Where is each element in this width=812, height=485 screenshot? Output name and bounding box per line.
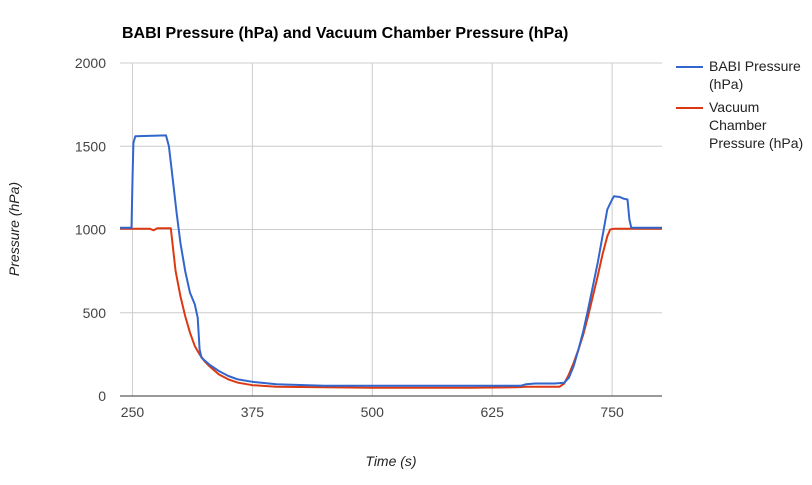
x-tick-label: 500 bbox=[361, 404, 385, 420]
legend-label-0: BABI Pressure bbox=[709, 58, 801, 74]
x-axis-label: Time (s) bbox=[365, 453, 416, 469]
y-tick-label: 500 bbox=[83, 305, 107, 321]
series-line-0 bbox=[120, 134, 662, 387]
legend: BABI Pressure (hPa) Vacuum Chamber Pressure … bbox=[676, 58, 803, 151]
y-tick-label: 1000 bbox=[75, 222, 106, 238]
y-axis-ticks: 0 500 1000 1500 2000 bbox=[75, 55, 106, 404]
legend-label-1: Pressure (hPa) bbox=[709, 135, 803, 151]
legend-label-1: Chamber bbox=[709, 117, 767, 133]
gridlines bbox=[120, 62, 662, 396]
series-line-1 bbox=[120, 227, 662, 389]
chart-title: BABI Pressure (hPa) and Vacuum Chamber P… bbox=[122, 25, 568, 42]
y-tick-label: 2000 bbox=[75, 55, 106, 71]
x-tick-label: 625 bbox=[481, 404, 505, 420]
y-tick-label: 0 bbox=[98, 388, 106, 404]
legend-label-1: Vacuum bbox=[709, 99, 759, 115]
x-tick-label: 375 bbox=[241, 404, 265, 420]
x-axis-ticks: 250 375 500 625 750 bbox=[121, 404, 624, 420]
series-layer bbox=[120, 134, 662, 389]
x-tick-label: 750 bbox=[600, 404, 624, 420]
legend-label-0: (hPa) bbox=[709, 76, 743, 92]
y-axis-label: Pressure (hPa) bbox=[6, 182, 22, 276]
y-tick-label: 1500 bbox=[75, 138, 106, 154]
x-tick-label: 250 bbox=[121, 404, 145, 420]
